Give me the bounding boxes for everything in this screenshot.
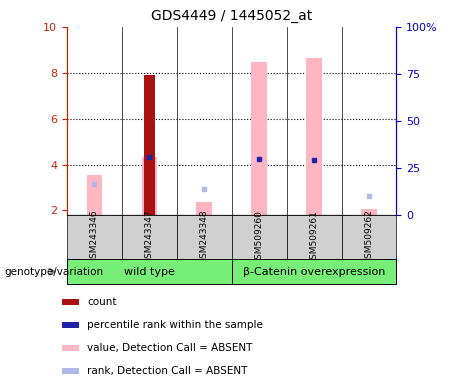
Bar bbox=[87, 175, 102, 215]
Text: GSM243346: GSM243346 bbox=[90, 210, 99, 265]
Bar bbox=[122, 215, 177, 259]
Bar bbox=[287, 215, 342, 259]
Text: wild type: wild type bbox=[124, 266, 175, 277]
Bar bbox=[361, 209, 377, 215]
Text: value, Detection Call = ABSENT: value, Detection Call = ABSENT bbox=[87, 343, 252, 353]
Text: GSM509260: GSM509260 bbox=[254, 210, 264, 265]
Title: GDS4449 / 1445052_at: GDS4449 / 1445052_at bbox=[151, 9, 312, 23]
Bar bbox=[342, 215, 396, 259]
Bar bbox=[67, 259, 231, 284]
Bar bbox=[251, 63, 267, 215]
Text: genotype/variation: genotype/variation bbox=[5, 266, 104, 277]
Bar bbox=[177, 215, 231, 259]
Text: percentile rank within the sample: percentile rank within the sample bbox=[87, 320, 263, 330]
Bar bbox=[61, 368, 79, 374]
Bar bbox=[231, 215, 287, 259]
Bar bbox=[231, 259, 396, 284]
Bar bbox=[61, 299, 79, 305]
Text: count: count bbox=[87, 297, 117, 307]
Text: β-Catenin overexpression: β-Catenin overexpression bbox=[243, 266, 385, 277]
Text: GSM243348: GSM243348 bbox=[200, 210, 209, 265]
Bar bbox=[142, 157, 157, 215]
Bar bbox=[61, 322, 79, 328]
Bar bbox=[67, 215, 122, 259]
Bar bbox=[144, 75, 154, 215]
Bar bbox=[61, 345, 79, 351]
Bar bbox=[307, 58, 322, 215]
Bar bbox=[196, 202, 212, 215]
Text: GSM509261: GSM509261 bbox=[309, 210, 319, 265]
Text: GSM509262: GSM509262 bbox=[365, 210, 373, 265]
Text: rank, Detection Call = ABSENT: rank, Detection Call = ABSENT bbox=[87, 366, 248, 376]
Text: GSM243347: GSM243347 bbox=[145, 210, 154, 265]
